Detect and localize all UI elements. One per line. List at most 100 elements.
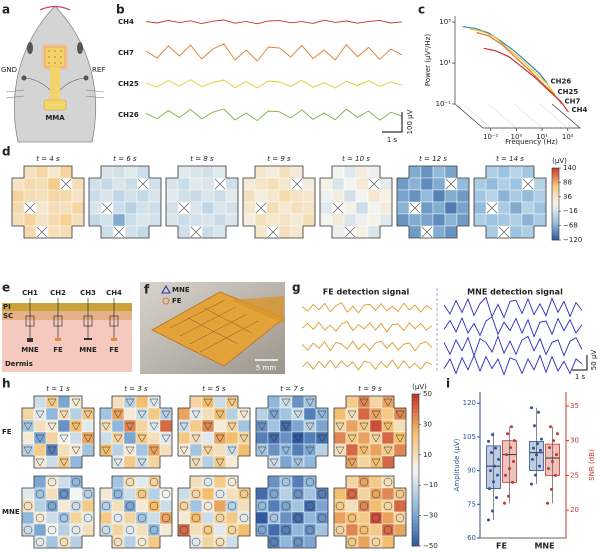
heatmap-cell — [319, 177, 333, 191]
heatmap-cell — [355, 177, 369, 191]
heatmap-outline — [177, 395, 251, 469]
heatmap-cell — [177, 407, 191, 421]
heatmap-cell — [177, 431, 191, 445]
mne-marker — [101, 501, 111, 511]
data-point — [510, 425, 513, 429]
colorbar-segment — [552, 180, 559, 183]
heatmap-cell — [111, 443, 125, 457]
heatmap-cell — [355, 189, 369, 203]
colorbar-segment — [552, 207, 559, 210]
fe-marker — [281, 422, 291, 431]
heatmap-cell — [165, 177, 179, 191]
colorbar-segment — [412, 439, 419, 444]
heatmap-cell — [396, 177, 410, 191]
heatmap-cell — [267, 475, 281, 489]
colorbar-segment — [552, 205, 559, 208]
electrode-label: MNE — [21, 346, 39, 354]
heatmap-cell — [59, 165, 73, 179]
mne-marker — [257, 501, 267, 511]
box — [502, 440, 517, 483]
colorbar-segment — [552, 222, 559, 225]
colorbar-segment — [412, 504, 419, 509]
heatmap-cell — [189, 165, 203, 179]
heatmap-cell — [111, 523, 125, 537]
heatmap-cell — [255, 487, 269, 501]
heatmap-cell — [47, 201, 61, 215]
y-tick-label: 105 — [463, 433, 476, 441]
fe-marker — [305, 446, 315, 455]
map-title: t = 10 s — [342, 155, 370, 163]
heatmap-cell — [177, 487, 191, 501]
heatmap-cell — [71, 189, 85, 203]
colorbar-segment — [552, 173, 559, 176]
colorbar-segment — [412, 443, 419, 448]
y2-tick-label: 20 — [570, 506, 579, 514]
heatmap-cell — [213, 499, 227, 513]
colorbar-segment — [552, 191, 559, 194]
electrode-label: FE — [109, 346, 119, 354]
fe-marker — [47, 446, 57, 455]
heatmap-cell — [57, 419, 71, 433]
heatmap-cell — [23, 213, 37, 227]
heatmap-cell — [33, 395, 47, 409]
fe-marker — [203, 422, 213, 431]
heatmap-cell — [279, 407, 293, 421]
y2-tick-label: 30 — [570, 437, 579, 445]
heatmap-cell — [357, 487, 371, 501]
mne-marker — [215, 537, 225, 547]
heatmap-cell — [315, 499, 329, 513]
heatmap-cell — [533, 177, 547, 191]
fe-marker — [125, 398, 135, 407]
heatmap-cell — [278, 201, 292, 215]
heatmap-cell — [69, 487, 83, 501]
heatmap-cell — [420, 201, 434, 215]
mne-marker — [335, 525, 345, 535]
colorbar-segment — [552, 225, 559, 228]
heatmap-cell — [521, 213, 535, 227]
mne-trace — [443, 316, 583, 338]
heatmap-cell — [147, 511, 161, 525]
heatmap-cell — [509, 201, 523, 215]
heatmap-cell — [147, 455, 161, 469]
heatmap-cell — [303, 511, 317, 525]
colorbar-segment — [412, 542, 419, 547]
data-point — [490, 451, 493, 455]
x-tick-label: 10⁰ — [511, 133, 523, 141]
heatmap-cell — [254, 165, 268, 179]
heatmap-cell — [367, 225, 381, 239]
data-point — [493, 464, 496, 468]
y-tick-label: 10⁻¹ — [436, 100, 452, 108]
box — [486, 445, 501, 489]
heatmap-cell — [201, 189, 215, 203]
heatmap-cell — [47, 165, 61, 179]
heatmap-cell — [345, 443, 359, 457]
heatmap-cell — [45, 431, 59, 445]
bad-channel-x — [255, 202, 267, 214]
heatmap-cell — [369, 499, 383, 513]
heatmap-cell — [35, 201, 49, 215]
scale-bar — [572, 355, 588, 371]
data-point — [531, 457, 534, 461]
heatmap-cell — [35, 189, 49, 203]
fe-marker — [293, 410, 303, 419]
heatmap-cell — [345, 419, 359, 433]
heatmap-cell — [396, 213, 410, 227]
bad-channel-x — [291, 178, 303, 190]
colorbar-segment — [552, 175, 559, 178]
heatmap-outline — [99, 475, 173, 549]
heatmap-cell — [357, 431, 371, 445]
heatmap-cell — [303, 455, 317, 469]
heatmap-cell — [279, 535, 293, 549]
heatmap-cell — [521, 201, 535, 215]
colorbar-segment — [412, 397, 419, 402]
heatmap-cell — [367, 201, 381, 215]
heatmap-cell — [201, 431, 215, 445]
heatmap-cell — [57, 443, 71, 457]
mne-trace — [443, 335, 583, 357]
panel-label: c — [418, 3, 425, 17]
heatmap-cell — [369, 443, 383, 457]
colorbar-segment — [552, 220, 559, 223]
heatmap-cell — [379, 189, 393, 203]
heatmap-cell — [159, 499, 173, 513]
heatmap-outline — [99, 395, 173, 469]
